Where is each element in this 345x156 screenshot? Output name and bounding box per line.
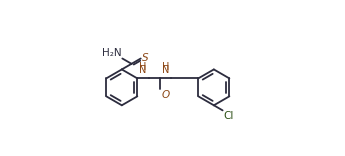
Text: H: H xyxy=(139,62,147,72)
Text: O: O xyxy=(162,90,170,100)
Text: N: N xyxy=(139,65,147,75)
Text: H: H xyxy=(162,62,169,72)
Text: Cl: Cl xyxy=(224,111,234,121)
Text: N: N xyxy=(162,65,169,75)
Text: S: S xyxy=(142,53,149,63)
Text: H₂N: H₂N xyxy=(102,48,121,58)
